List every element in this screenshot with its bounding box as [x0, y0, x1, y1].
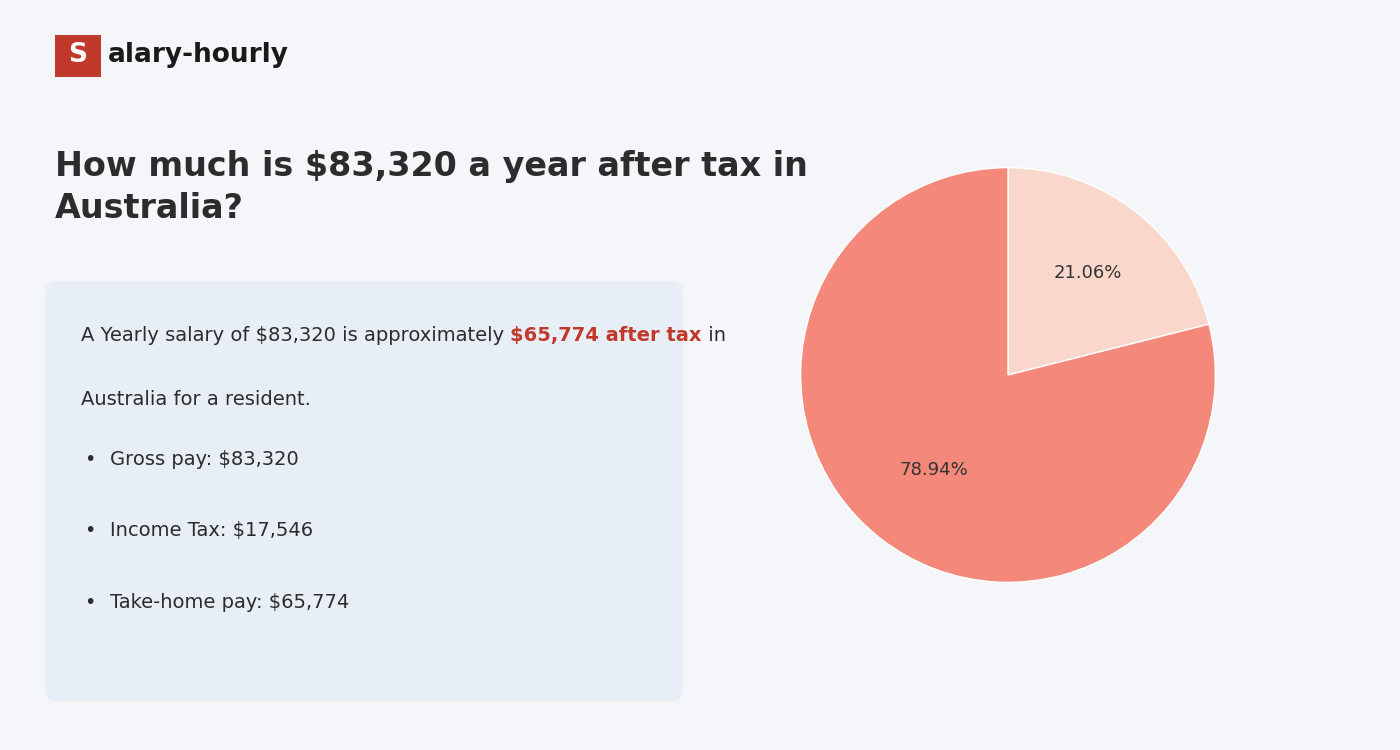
Wedge shape	[1008, 168, 1210, 375]
Text: Gross pay: $83,320: Gross pay: $83,320	[109, 450, 298, 469]
Text: Income Tax: $17,546: Income Tax: $17,546	[109, 521, 312, 540]
FancyBboxPatch shape	[45, 281, 683, 701]
Text: in: in	[701, 326, 725, 345]
Text: 78.94%: 78.94%	[899, 461, 967, 479]
Text: •: •	[84, 521, 97, 540]
Text: How much is $83,320 a year after tax in
Australia?: How much is $83,320 a year after tax in …	[55, 150, 808, 225]
Wedge shape	[801, 168, 1215, 582]
Text: •: •	[84, 592, 97, 611]
Text: $65,774 after tax: $65,774 after tax	[510, 326, 701, 345]
Text: Take-home pay: $65,774: Take-home pay: $65,774	[109, 592, 349, 611]
Text: S: S	[69, 43, 88, 68]
Text: 21.06%: 21.06%	[1053, 264, 1121, 282]
Text: A Yearly salary of $83,320 is approximately: A Yearly salary of $83,320 is approximat…	[81, 326, 510, 345]
FancyBboxPatch shape	[55, 35, 101, 76]
Text: Australia for a resident.: Australia for a resident.	[81, 390, 311, 409]
Text: •: •	[84, 450, 97, 469]
Text: alary-hourly: alary-hourly	[108, 43, 288, 68]
